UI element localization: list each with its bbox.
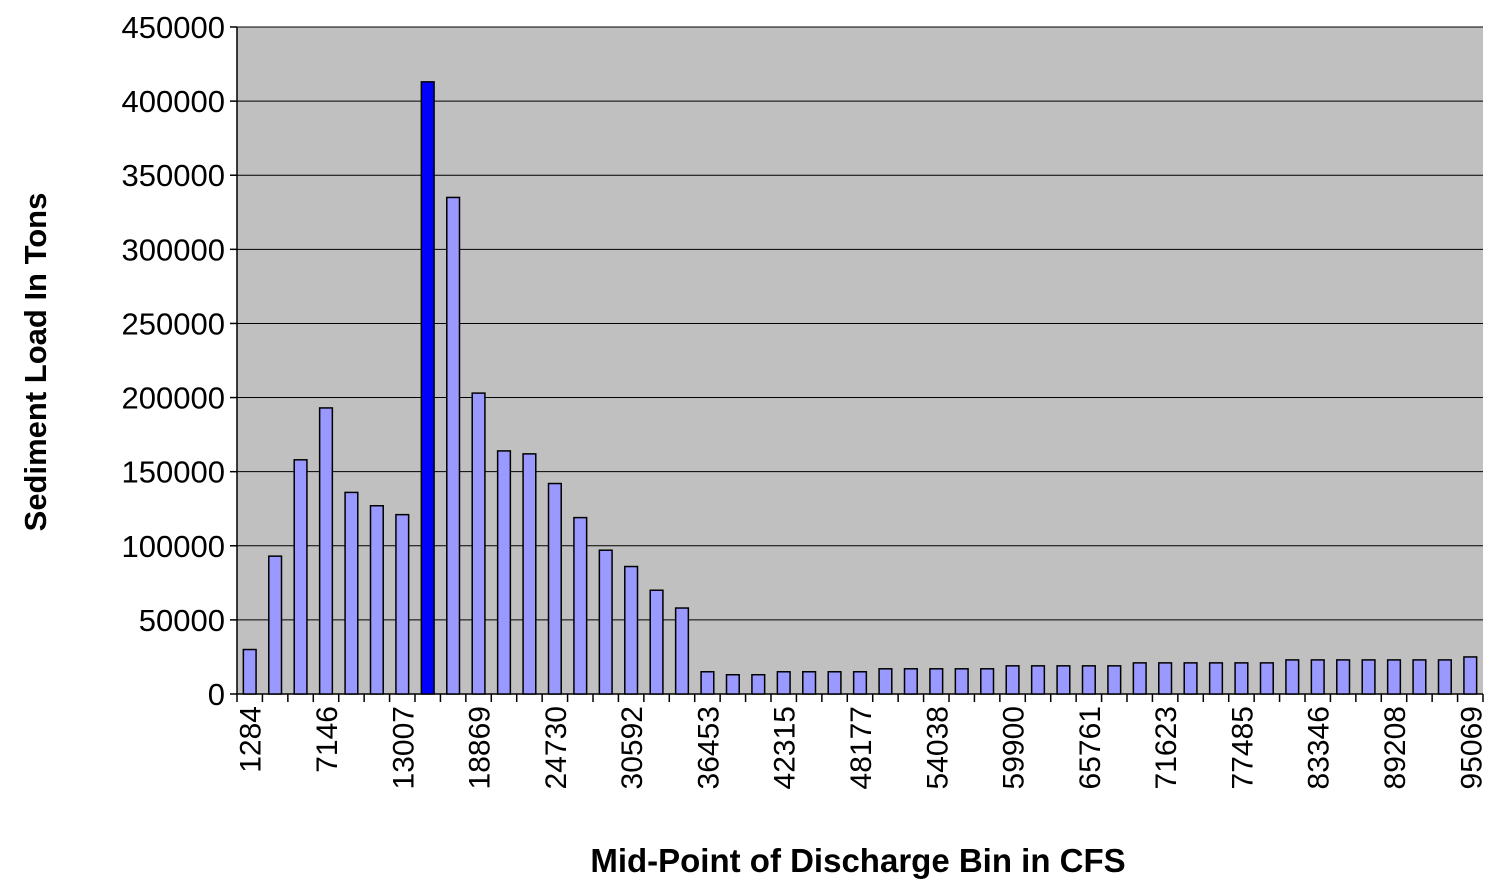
bar [1386, 659, 1402, 695]
bar [929, 668, 944, 695]
bar [1336, 659, 1351, 695]
y-tick-label: 250000 [122, 306, 225, 341]
bar [1437, 659, 1452, 695]
bar [1056, 665, 1071, 695]
bar [369, 505, 384, 695]
x-tick-label: 65761 [1074, 706, 1107, 789]
bar [1081, 665, 1096, 695]
bar [649, 589, 664, 695]
bar [573, 516, 588, 695]
bar [547, 482, 562, 695]
x-tick-label: 42315 [769, 706, 802, 789]
x-tick-label: 89208 [1379, 706, 1412, 789]
bar [268, 555, 283, 695]
bar [446, 196, 461, 695]
bar [776, 671, 791, 695]
y-tick-label: 150000 [122, 455, 225, 490]
x-tick-label: 13007 [387, 706, 420, 789]
bar [1285, 659, 1300, 695]
bar [827, 671, 842, 695]
bar [1005, 665, 1020, 695]
bar [1208, 662, 1224, 695]
bar [878, 668, 893, 695]
bar [420, 81, 435, 695]
bar [1310, 659, 1325, 695]
y-tick-label: 0 [208, 677, 225, 712]
bar [1158, 662, 1173, 695]
x-tick-label: 1284 [235, 706, 268, 773]
bar [802, 671, 817, 695]
bar [751, 673, 766, 695]
y-tick-label: 300000 [122, 232, 225, 267]
bar [980, 668, 995, 695]
bar [522, 453, 537, 695]
bar [1463, 656, 1478, 695]
bar [1183, 662, 1198, 695]
bar [700, 671, 715, 695]
bar [674, 607, 690, 695]
y-tick-label: 350000 [122, 158, 225, 193]
x-tick-label: 24730 [540, 706, 573, 789]
x-tick-label: 71623 [1150, 706, 1183, 789]
y-tick-label: 50000 [139, 603, 225, 638]
bar [598, 549, 613, 695]
bar [1412, 659, 1427, 695]
y-tick-label: 100000 [122, 529, 225, 564]
x-tick-label: 83346 [1303, 706, 1336, 789]
bar [471, 392, 486, 695]
bar [242, 648, 257, 695]
y-axis-title: Sediment Load In Tons [18, 193, 53, 532]
bar [624, 565, 639, 695]
y-tick-label: 450000 [122, 10, 225, 45]
x-axis-title: Mid-Point of Discharge Bin in CFS [590, 842, 1125, 879]
plot-area [237, 27, 1483, 694]
x-tick-label: 30592 [616, 706, 649, 789]
x-tick-label: 59900 [998, 706, 1031, 789]
bar [344, 491, 359, 695]
bar [1107, 665, 1122, 695]
x-tick-label: 77485 [1226, 706, 1259, 789]
bar [1234, 662, 1249, 695]
bar [293, 459, 308, 695]
bar [1361, 659, 1376, 695]
bar [954, 668, 969, 695]
x-tick-label: 54038 [921, 706, 954, 789]
x-tick-label: 7146 [311, 706, 344, 773]
bar [1132, 662, 1147, 695]
bar [1030, 665, 1046, 695]
x-tick-label: 36453 [692, 706, 725, 789]
bar [395, 513, 410, 695]
bar [496, 450, 512, 695]
bar [1259, 662, 1274, 695]
x-tick-label: 18869 [464, 706, 497, 789]
bar [725, 673, 740, 695]
bar [318, 407, 334, 695]
y-tick-label: 400000 [122, 84, 225, 119]
bar [852, 671, 868, 695]
x-tick-label: 95069 [1455, 706, 1488, 789]
x-tick-label: 48177 [845, 706, 878, 789]
y-tick-label: 200000 [122, 381, 225, 416]
bar [903, 668, 918, 695]
